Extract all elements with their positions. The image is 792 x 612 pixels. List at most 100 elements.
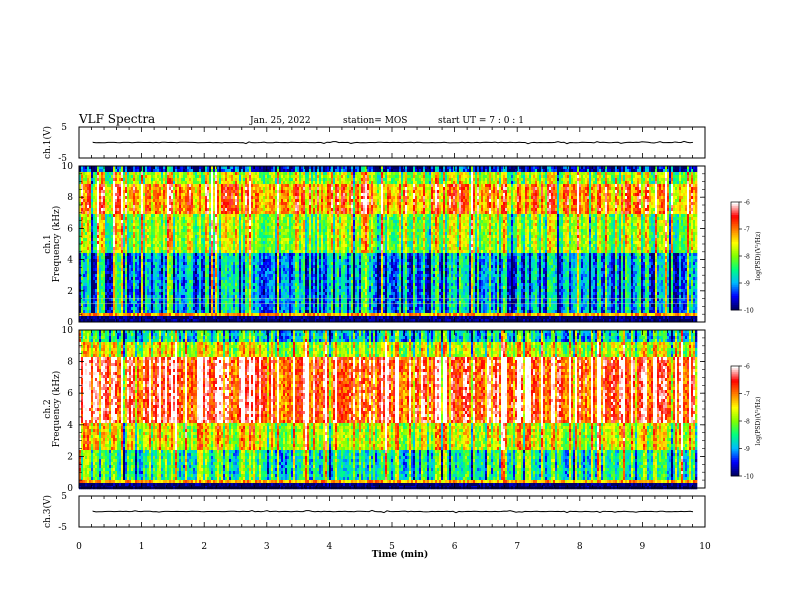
spectrogram-cell: [127, 214, 129, 217]
spectrogram-cell: [89, 172, 91, 175]
spectrogram-cell: [183, 211, 185, 214]
spectrogram-cell: [129, 199, 131, 202]
spectrogram-cell: [93, 292, 95, 295]
spectrogram-cell: [159, 214, 161, 217]
spectrogram-cell: [111, 199, 113, 202]
spectrogram-cell: [187, 175, 189, 178]
spectrogram-cell: [211, 280, 213, 283]
spectrogram-cell: [233, 262, 235, 265]
spectrogram-cell: [227, 238, 229, 241]
spectrogram-cell: [251, 199, 253, 202]
spectrogram-cell: [89, 307, 91, 310]
spectrogram-cell: [157, 253, 159, 256]
spectrogram-cell: [125, 178, 127, 181]
spectrogram-cell: [247, 253, 249, 256]
spectrogram-cell: [97, 268, 99, 271]
spectrogram-cell: [167, 283, 169, 286]
spectrogram-cell: [169, 310, 171, 313]
spectrogram-cell: [101, 202, 103, 205]
spectrogram-cell: [123, 175, 125, 178]
spectrogram-cell: [183, 241, 185, 244]
spectrogram-cell: [161, 214, 163, 217]
spectrogram-cell: [173, 301, 175, 304]
spectrogram-cell: [223, 208, 225, 211]
spectrogram-cell: [239, 205, 241, 208]
spectrogram-cell: [155, 247, 157, 250]
spectrogram-cell: [219, 289, 221, 292]
spectrogram-cell: [183, 274, 185, 277]
spectrogram-cell: [167, 274, 169, 277]
spectrogram-cell: [125, 229, 127, 232]
spectrogram-cell: [121, 304, 123, 307]
spectrogram-cell: [219, 304, 221, 307]
spectrogram-cell: [221, 196, 223, 199]
spectrogram-cell: [261, 241, 263, 244]
spectrogram-cell: [131, 286, 133, 289]
spectrogram-cell: [147, 199, 149, 202]
spectrogram-cell: [121, 199, 123, 202]
spectrogram-cell: [167, 271, 169, 274]
spectrogram-cell: [265, 244, 267, 247]
spectrogram-cell: [83, 286, 85, 289]
spectrogram-cell: [155, 259, 157, 262]
spectrogram-cell: [143, 259, 145, 262]
spectrogram-cell: [231, 220, 233, 223]
spectrogram-cell: [117, 256, 119, 259]
spectrogram-cell: [129, 184, 131, 187]
spectrogram-cell: [221, 208, 223, 211]
spectrogram-cell: [119, 313, 121, 316]
spectrogram-cell: [221, 217, 223, 220]
spectrogram-cell: [173, 241, 175, 244]
spectrogram-cell: [143, 226, 145, 229]
spectrogram-cell: [151, 175, 153, 178]
spectrogram-cell: [127, 220, 129, 223]
spectrogram-cell: [127, 223, 129, 226]
spectrogram-cell: [87, 214, 89, 217]
spectrogram-cell: [221, 241, 223, 244]
spectrogram-cell: [217, 181, 219, 184]
spectrogram-cell: [205, 283, 207, 286]
spectrogram-cell: [115, 292, 117, 295]
spectrogram-cell: [241, 247, 243, 250]
spectrogram-cell: [263, 193, 265, 196]
spectrogram-cell: [113, 184, 115, 187]
spectrogram-cell: [93, 211, 95, 214]
spectrogram-cell: [187, 307, 189, 310]
spectrogram-cell: [195, 235, 197, 238]
spectrogram-cell: [127, 253, 129, 256]
spectrogram-cell: [241, 211, 243, 214]
spectrogram-cell: [227, 187, 229, 190]
spectrogram-cell: [107, 265, 109, 268]
spectrogram-cell: [95, 181, 97, 184]
spectrogram-cell: [191, 199, 193, 202]
spectrogram-cell: [157, 268, 159, 271]
spectrogram-cell: [211, 274, 213, 277]
spectrogram-cell: [255, 172, 257, 175]
panels-layer: 5-5ch.1(V)0246810ch.1 Frequency (kHz)-10-…: [42, 123, 762, 533]
spectrogram-cell: [223, 262, 225, 265]
spectrogram-cell: [147, 226, 149, 229]
spectrogram-cell: [249, 295, 251, 298]
spectrogram-cell: [133, 199, 135, 202]
spectrogram-cell: [103, 181, 105, 184]
spectrogram-cell: [149, 277, 151, 280]
spectrogram-cell: [239, 220, 241, 223]
spectrogram-cell: [129, 265, 131, 268]
spectrogram-cell: [251, 226, 253, 229]
spectrogram-cell: [227, 313, 229, 316]
spectrogram-cell: [119, 223, 121, 226]
spectrogram-cell: [191, 256, 193, 259]
spectrogram-cell: [99, 307, 101, 310]
spectrogram-cell: [153, 211, 155, 214]
spectrogram-cell: [179, 178, 181, 181]
spectrogram-cell: [167, 307, 169, 310]
spectrogram-cell: [117, 223, 119, 226]
spectrogram-cell: [161, 250, 163, 253]
spectrogram-cell: [167, 292, 169, 295]
spectrogram-cell: [151, 280, 153, 283]
spectrogram-cell: [109, 223, 111, 226]
spectrogram-cell: [247, 307, 249, 310]
spectrogram-cell: [93, 268, 95, 271]
spectrogram-cell: [255, 220, 257, 223]
spectrogram-cell: [211, 184, 213, 187]
